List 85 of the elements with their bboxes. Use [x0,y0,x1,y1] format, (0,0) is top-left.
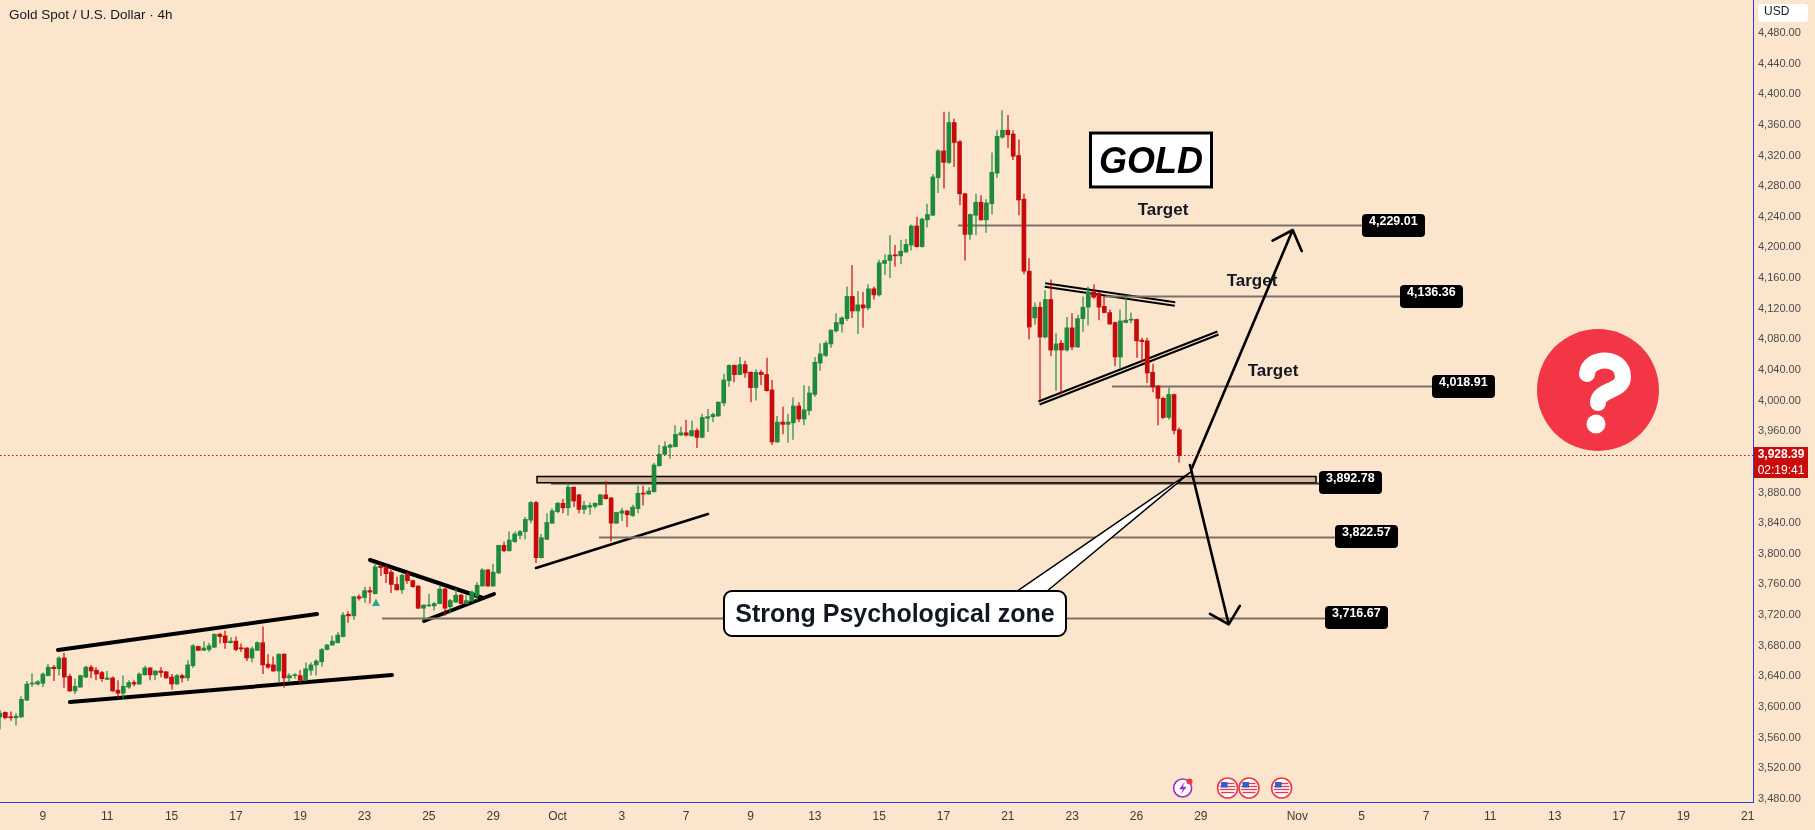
y-tick-label: 3,560.00 [1758,730,1801,743]
y-tick-label: 3,960.00 [1758,424,1801,437]
x-tick-label: 11 [100,808,114,823]
annotation: Target [1247,361,1299,381]
ref-line-label: 4,136.36 [1400,284,1463,308]
candlestick [179,674,185,683]
candlestick [346,611,351,623]
candlestick [356,594,362,601]
annotation: Target [1137,200,1189,220]
ref-line-label: 3,822.57 [1335,525,1398,549]
y-tick-label: 4,160.00 [1758,271,1801,284]
y-tick-label: 4,320.00 [1758,148,1801,161]
y-tick-label: 4,040.00 [1758,363,1801,376]
x-tick-label: 5 [1358,808,1366,823]
candlestick [941,111,946,189]
annotation: Strong Psychological zone [723,590,1067,637]
x-tick-label: 23 [1065,808,1080,823]
y-tick-label: 3,520.00 [1758,761,1801,774]
candlestick [228,637,233,644]
y-tick-label: 3,800.00 [1758,546,1801,559]
y-tick-label: 3,480.00 [1758,791,1801,804]
ref-line-label: 3,716.67 [1325,606,1388,630]
x-tick-label: 19 [1676,808,1691,823]
candlestick [850,265,855,318]
candlestick [217,632,223,644]
y-tick-label: 3,760.00 [1758,577,1801,590]
x-tick-label: 25 [422,808,436,823]
candlestick [1085,286,1091,326]
y-axis-title: USD [1758,4,1808,22]
y-tick-label: 3,640.00 [1758,669,1801,682]
x-tick-label: 7 [1422,808,1430,823]
candlestick [201,641,207,652]
candlestick [694,428,700,449]
candlestick [153,670,158,681]
x-tick-label: 17 [229,808,243,823]
y-tick-label: 4,440.00 [1758,56,1801,69]
candlestick [855,291,861,334]
x-tick-label: 23 [357,808,372,823]
ref-line-label: 3,892.78 [1319,471,1382,495]
y-tick-label: 4,080.00 [1758,332,1801,345]
candlestick [1059,340,1064,395]
y-tick-label: 3,600.00 [1758,700,1801,713]
annotation: GOLD [1089,131,1213,189]
y-tick-label: 3,880.00 [1758,485,1801,498]
y-tick-label: 3,720.00 [1758,608,1801,621]
candlestick [780,406,786,435]
x-tick-label: 13 [1547,808,1562,823]
candlestick [51,664,56,681]
x-tick-label: 9 [747,808,755,823]
x-tick-label: 19 [293,808,308,823]
x-tick-label: Nov [1286,808,1308,823]
x-tick-label: 21 [1001,808,1015,823]
x-tick-label: 15 [872,808,887,823]
y-tick-label: 4,280.00 [1758,179,1801,192]
candlestick [624,510,630,528]
x-tick-label: 15 [164,808,179,823]
ref-line-label: 3,928.39 [1754,447,1808,464]
y-tick-label: 4,240.00 [1758,209,1801,222]
candlestick [683,419,689,437]
x-tick-label: 26 [1129,808,1144,823]
x-tick-label: 17 [936,808,951,823]
y-tick-label: 4,000.00 [1758,393,1801,406]
y-tick-label: 4,120.00 [1758,301,1801,314]
text: 02:19:41 [1754,463,1808,479]
y-tick-label: 3,840.00 [1758,516,1801,529]
x-tick-label: 7 [682,808,690,823]
x-tick-label: 21 [1740,808,1755,823]
y-tick-label: 4,400.00 [1758,87,1801,100]
x-tick-label: 3 [618,808,626,823]
x-tick-label: 29 [1194,808,1208,823]
candlestick [689,420,694,437]
candlestick [104,671,110,681]
x-tick-label: Oct [548,808,568,823]
y-tick-label: 4,480.00 [1758,25,1801,38]
text: Gold Spot / U.S. Dollar · 4h [9,7,173,22]
y-tick-label: 4,200.00 [1758,240,1801,253]
x-tick-label: 11 [1484,808,1497,823]
x-tick-label: 9 [39,808,47,823]
x-tick-label: 13 [808,808,822,823]
ref-line-label: 4,229.01 [1362,213,1425,237]
y-tick-label: 4,360.00 [1758,117,1801,130]
x-tick-label: 29 [486,808,501,823]
x-tick-label: 17 [1612,808,1626,823]
ref-line-label: 4,018.91 [1432,374,1495,398]
y-tick-label: 3,680.00 [1758,638,1801,651]
